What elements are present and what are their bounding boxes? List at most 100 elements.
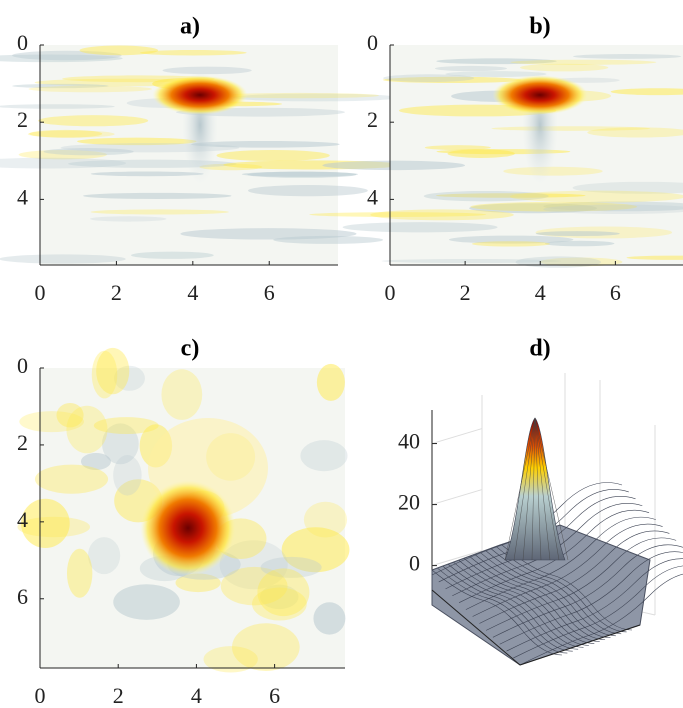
texture bbox=[219, 92, 379, 99]
texture bbox=[471, 241, 551, 247]
mesh-line bbox=[499, 551, 683, 645]
texture bbox=[247, 185, 368, 197]
surface-peak bbox=[504, 417, 566, 561]
texture bbox=[383, 74, 475, 83]
texture bbox=[423, 190, 549, 202]
texture bbox=[491, 126, 651, 131]
texture bbox=[131, 251, 214, 259]
peak-mesh bbox=[504, 417, 536, 561]
mesh-line bbox=[479, 530, 670, 624]
texture bbox=[34, 464, 109, 494]
texture bbox=[18, 149, 107, 160]
texture bbox=[56, 402, 84, 428]
texture bbox=[191, 140, 340, 148]
mesh-line bbox=[513, 565, 683, 659]
texture bbox=[93, 417, 159, 435]
texture bbox=[113, 584, 180, 620]
mesh-line bbox=[465, 516, 656, 610]
texture bbox=[434, 65, 508, 72]
texture bbox=[626, 255, 683, 260]
texture bbox=[203, 646, 258, 673]
texture bbox=[303, 501, 348, 538]
texture bbox=[436, 58, 557, 65]
texture bbox=[309, 212, 487, 217]
panel-title: b) bbox=[529, 14, 550, 40]
z-grid-line bbox=[431, 489, 483, 506]
texture bbox=[424, 145, 491, 151]
texture bbox=[587, 127, 683, 138]
texture bbox=[19, 411, 84, 433]
mesh-line bbox=[506, 558, 683, 652]
texture bbox=[91, 350, 118, 399]
z-grid-line bbox=[431, 428, 483, 445]
texture bbox=[220, 566, 288, 606]
mesh-line bbox=[472, 523, 663, 617]
texture bbox=[510, 59, 657, 65]
texture bbox=[259, 584, 299, 610]
y-tick-label: 6 bbox=[17, 584, 28, 609]
texture bbox=[247, 171, 357, 178]
x-tick-label: 4 bbox=[187, 280, 198, 305]
peak-mesh bbox=[513, 417, 536, 561]
texture bbox=[300, 440, 348, 472]
peak-mesh bbox=[534, 417, 560, 561]
mesh-line bbox=[501, 544, 633, 631]
texture bbox=[470, 201, 638, 212]
texture bbox=[66, 548, 93, 598]
z-tick-label: 40 bbox=[398, 429, 420, 454]
texture bbox=[535, 231, 620, 237]
x-tick-label: 2 bbox=[111, 280, 122, 305]
texture bbox=[252, 587, 307, 621]
texture bbox=[80, 453, 111, 470]
texture bbox=[232, 623, 300, 671]
texture bbox=[503, 166, 603, 176]
mesh-line bbox=[519, 573, 683, 666]
mesh-line bbox=[469, 556, 600, 642]
texture bbox=[199, 163, 263, 171]
x-axis bbox=[431, 589, 521, 666]
texture bbox=[90, 209, 229, 215]
texture bbox=[544, 240, 615, 247]
y-tick-label: 4 bbox=[17, 507, 28, 532]
texture bbox=[38, 115, 149, 127]
peak-mesh bbox=[522, 417, 536, 561]
x-tick-label: 4 bbox=[535, 280, 546, 305]
hot-spot bbox=[492, 75, 588, 115]
mesh-line bbox=[492, 544, 683, 638]
texture bbox=[77, 137, 197, 146]
panel-title: d) bbox=[529, 336, 550, 362]
texture bbox=[90, 171, 204, 177]
texture bbox=[543, 204, 683, 214]
texture bbox=[96, 347, 130, 395]
y-tick-label: 0 bbox=[17, 30, 28, 55]
texture bbox=[241, 171, 359, 177]
texture bbox=[232, 93, 400, 102]
texture bbox=[79, 45, 159, 56]
x-tick-label: 6 bbox=[610, 280, 621, 305]
texture bbox=[21, 498, 70, 548]
texture bbox=[139, 50, 247, 56]
texture bbox=[515, 256, 601, 268]
texture bbox=[216, 149, 330, 162]
y-tick-label: 2 bbox=[17, 430, 28, 455]
texture bbox=[66, 405, 108, 454]
texture bbox=[260, 556, 322, 578]
mesh-line bbox=[491, 548, 622, 635]
y-axis bbox=[519, 624, 641, 666]
x-tick-label: 2 bbox=[460, 280, 471, 305]
texture bbox=[113, 365, 145, 391]
texture bbox=[0, 254, 126, 264]
peak-mesh bbox=[534, 417, 542, 561]
texture bbox=[281, 527, 350, 573]
peak-mesh bbox=[531, 417, 536, 561]
mesh-line bbox=[458, 560, 589, 646]
texture bbox=[0, 157, 127, 169]
mesh-line bbox=[447, 564, 579, 650]
texture bbox=[381, 258, 562, 264]
texture bbox=[175, 573, 221, 593]
x-tick-label: 0 bbox=[35, 683, 46, 708]
y-tick-label: 0 bbox=[17, 353, 28, 378]
texture bbox=[29, 129, 103, 138]
texture bbox=[539, 257, 623, 267]
